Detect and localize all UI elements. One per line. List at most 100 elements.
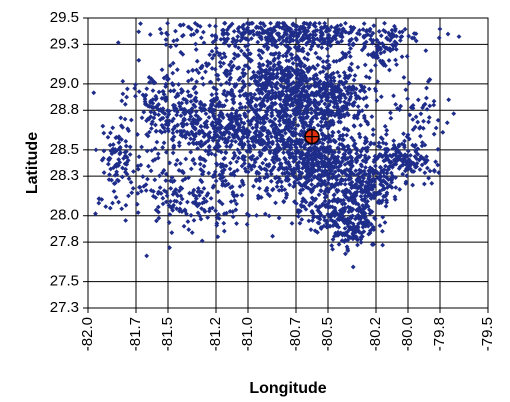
data-point xyxy=(426,115,432,120)
data-point xyxy=(419,143,425,149)
data-point xyxy=(220,170,226,176)
data-point xyxy=(189,119,195,125)
data-point xyxy=(269,38,275,44)
data-point xyxy=(236,125,242,130)
data-point xyxy=(174,157,180,163)
x-axis-ticks: -82.0 -81.7 -81.5 -81.2 -81.0 -80.7 -80.5 -80.2… xyxy=(79,308,496,351)
data-point xyxy=(303,152,308,158)
data-point xyxy=(283,157,288,163)
data-point xyxy=(282,97,288,103)
data-point xyxy=(218,130,223,135)
data-point xyxy=(221,220,227,226)
data-point xyxy=(199,65,205,71)
data-point xyxy=(192,134,198,140)
data-point xyxy=(221,211,227,217)
data-point xyxy=(219,168,225,174)
data-point xyxy=(222,20,228,26)
data-point xyxy=(201,207,207,213)
data-point xyxy=(159,95,165,101)
data-point xyxy=(177,208,182,214)
data-point xyxy=(282,187,288,193)
data-point xyxy=(341,197,346,203)
data-point xyxy=(357,170,362,176)
data-point xyxy=(306,178,312,184)
data-point xyxy=(289,139,294,145)
data-point xyxy=(160,106,166,112)
data-point xyxy=(179,100,185,106)
data-point xyxy=(312,162,317,168)
data-point xyxy=(246,42,251,48)
data-point xyxy=(254,118,259,123)
data-point xyxy=(333,164,339,170)
data-point xyxy=(274,135,280,141)
data-point xyxy=(401,154,407,160)
data-point xyxy=(412,154,418,159)
data-point xyxy=(174,206,180,212)
data-point xyxy=(385,36,390,42)
data-point xyxy=(325,144,331,150)
data-point xyxy=(148,188,154,193)
data-point xyxy=(227,81,232,87)
data-point xyxy=(163,96,168,102)
data-point xyxy=(355,94,361,100)
data-point xyxy=(355,64,361,70)
data-point xyxy=(296,159,302,165)
data-point xyxy=(257,175,263,181)
data-point xyxy=(239,192,245,198)
data-point xyxy=(246,129,252,134)
data-point xyxy=(246,164,252,170)
data-point xyxy=(245,25,251,31)
data-point xyxy=(239,163,245,169)
data-point xyxy=(421,118,426,124)
data-point xyxy=(343,74,349,80)
data-point xyxy=(291,173,297,179)
data-point xyxy=(299,170,305,176)
data-point xyxy=(245,139,251,144)
data-point xyxy=(153,93,159,99)
data-point xyxy=(349,158,355,164)
data-point xyxy=(435,117,441,123)
data-point xyxy=(269,80,275,86)
data-point xyxy=(209,121,215,127)
data-point xyxy=(266,139,272,145)
data-point xyxy=(232,42,238,47)
data-point xyxy=(343,54,348,60)
data-point xyxy=(187,110,193,116)
data-point xyxy=(291,120,296,126)
data-point xyxy=(322,133,328,139)
data-point xyxy=(288,167,294,173)
data-point xyxy=(101,130,107,136)
data-point xyxy=(223,163,229,169)
data-point xyxy=(260,21,266,26)
data-point xyxy=(275,148,281,154)
data-point xyxy=(383,132,389,137)
data-point xyxy=(325,156,330,162)
data-point xyxy=(136,57,142,63)
data-point xyxy=(327,123,333,128)
data-point xyxy=(116,199,122,205)
data-point xyxy=(211,85,217,91)
data-point xyxy=(301,115,307,121)
data-point xyxy=(276,53,282,59)
data-point xyxy=(263,145,269,151)
data-point xyxy=(298,182,304,188)
data-point xyxy=(213,35,219,41)
data-point xyxy=(214,95,220,100)
data-point xyxy=(344,244,350,250)
data-point xyxy=(193,47,199,52)
data-point xyxy=(273,74,279,79)
data-point xyxy=(167,212,173,217)
data-point xyxy=(239,142,244,148)
data-point xyxy=(182,207,188,213)
data-point xyxy=(250,125,256,131)
data-point xyxy=(360,158,366,164)
data-point xyxy=(324,224,330,230)
data-point xyxy=(263,35,269,41)
data-point xyxy=(145,176,150,182)
data-point xyxy=(236,155,241,161)
data-point xyxy=(293,145,299,150)
x-tick-label: -81.0 xyxy=(239,317,256,351)
data-point xyxy=(105,161,111,167)
data-point xyxy=(373,62,378,68)
data-point xyxy=(391,138,397,144)
